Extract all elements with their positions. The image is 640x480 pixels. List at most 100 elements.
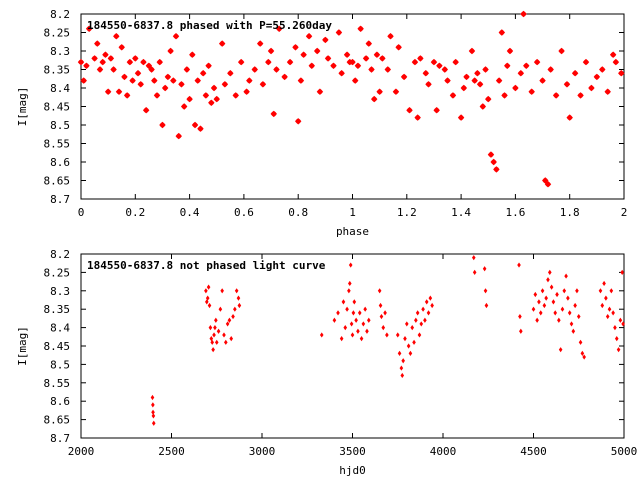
- data-point: [107, 55, 115, 62]
- data-point: [607, 306, 612, 312]
- data-point: [218, 306, 223, 312]
- data-point: [578, 339, 583, 345]
- data-point: [593, 73, 601, 81]
- data-point: [484, 302, 489, 309]
- data-point: [552, 92, 560, 99]
- x-tick-label: 0.6: [234, 206, 254, 219]
- data-point: [535, 317, 539, 323]
- data-point: [537, 299, 541, 305]
- data-point: [378, 302, 383, 309]
- data-point: [229, 336, 234, 342]
- data-point: [501, 92, 508, 99]
- data-point: [483, 288, 488, 294]
- data-point: [410, 325, 415, 331]
- data-point: [276, 25, 283, 32]
- data-point: [523, 62, 530, 69]
- data-point: [332, 317, 337, 323]
- data-point: [286, 58, 294, 66]
- data-point: [251, 66, 258, 73]
- y-tick-label: 8.5: [50, 119, 70, 132]
- data-point: [401, 358, 405, 364]
- data-point: [222, 332, 226, 338]
- data-point: [468, 47, 476, 55]
- data-point: [151, 413, 156, 419]
- data-point: [384, 66, 391, 73]
- data-point: [83, 62, 90, 69]
- data-point: [77, 58, 85, 66]
- data-points: [77, 10, 625, 188]
- y-tick-label: 8.55: [44, 377, 71, 390]
- y-tick-label: 8.45: [44, 101, 71, 114]
- data-point: [365, 328, 369, 334]
- data-point: [620, 269, 624, 275]
- chart-title: 184550-6837.8 not phased light curve: [87, 259, 326, 272]
- data-point: [300, 51, 307, 58]
- data-point: [567, 310, 572, 316]
- data-point: [546, 277, 550, 283]
- data-point: [588, 84, 595, 92]
- data-point: [493, 166, 500, 173]
- data-point: [533, 291, 538, 298]
- data-point: [414, 114, 421, 121]
- data-point: [80, 77, 87, 84]
- data-point: [357, 25, 364, 32]
- data-point: [330, 62, 337, 69]
- data-point: [482, 66, 489, 73]
- data-point: [512, 84, 519, 92]
- x-axis-label: phase: [336, 225, 369, 238]
- data-point: [341, 299, 346, 305]
- data-point: [566, 114, 573, 121]
- phased-light-curve-plot: 0 0.2 0.4 0.6 0.8 1 1.2 1.4 1.6 1.8 2 8.2 8.25 8.3 8.3…: [16, 8, 627, 238]
- data-point: [392, 88, 400, 95]
- data-point: [205, 62, 212, 69]
- data-point: [373, 51, 381, 58]
- data-point: [191, 121, 199, 129]
- x-tick-label: 4000: [430, 445, 457, 458]
- data-point: [151, 409, 155, 415]
- x-tick-label: 0.8: [288, 206, 308, 219]
- data-point: [361, 321, 366, 327]
- y-tick-label: 8.5: [50, 358, 70, 371]
- data-point: [339, 336, 344, 342]
- axis-ticks: 0 0.2 0.4 0.6 0.8 1 1.2 1.4 1.6 1.8 2 8.2 8.25 8.3 8.3…: [44, 8, 628, 219]
- data-point: [549, 284, 554, 290]
- data-point: [204, 288, 208, 294]
- data-point: [417, 55, 424, 62]
- data-point: [544, 181, 552, 188]
- x-tick-label: 1.2: [397, 206, 417, 219]
- plot-frame: [80, 13, 625, 200]
- data-point: [194, 77, 201, 84]
- data-point: [387, 33, 394, 40]
- y-tick-label: 8.2: [50, 248, 70, 261]
- y-tick-label: 8.3: [50, 285, 70, 298]
- data-point: [214, 317, 218, 323]
- y-tick-label: 8.35: [44, 64, 71, 77]
- data-point: [517, 262, 521, 268]
- data-point: [417, 332, 422, 338]
- data-point: [324, 55, 332, 62]
- data-point: [172, 33, 180, 40]
- x-tick-label: 1: [349, 206, 356, 219]
- data-point: [618, 317, 623, 323]
- data-point: [566, 295, 570, 301]
- data-point: [377, 288, 382, 294]
- data-point: [214, 339, 219, 345]
- data-point: [175, 132, 182, 140]
- data-point: [204, 299, 209, 305]
- chart-title: 184550-6837.8 phased with P=55.260day: [87, 19, 332, 32]
- x-tick-label: 3000: [249, 445, 276, 458]
- axis-ticks: 2000 2500 3000 3500 4000 4500 5000 8.2 8.25 8.3 8.…: [44, 248, 638, 458]
- data-point: [132, 55, 139, 62]
- data-point: [406, 107, 413, 114]
- data-point: [142, 107, 150, 114]
- data-point: [542, 302, 547, 309]
- data-point: [564, 273, 568, 279]
- data-point: [362, 55, 370, 62]
- data-point: [436, 62, 443, 69]
- x-tick-label: 0.4: [180, 206, 200, 219]
- y-tick-label: 8.6: [50, 156, 70, 169]
- data-point: [126, 58, 134, 66]
- data-point: [227, 70, 234, 77]
- data-point: [137, 81, 144, 88]
